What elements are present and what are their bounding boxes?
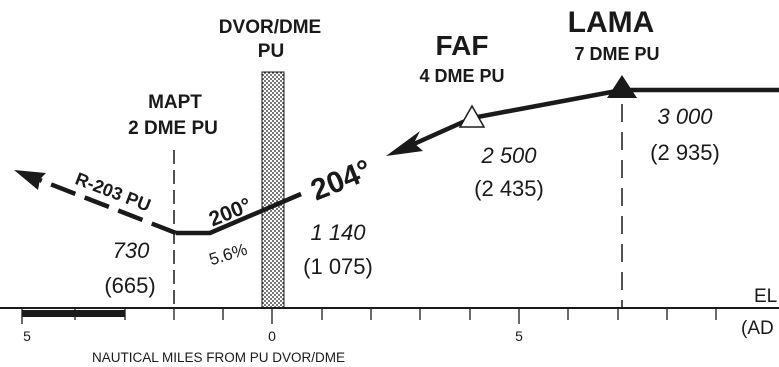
lama-filled-triangle-icon — [607, 75, 637, 98]
faf-label: FAF — [436, 30, 489, 61]
missed-approach-track — [31, 174, 177, 236]
scale-bar-filled — [22, 310, 125, 317]
elevation-value: (AD — [741, 318, 774, 339]
faf-height: (2 435) — [474, 176, 544, 201]
stepdown-altitude: 1 140 — [310, 220, 366, 245]
lama-label: LAMA — [568, 6, 655, 39]
missed-track-label: R-203 PU — [73, 169, 154, 216]
lama-height: (2 935) — [650, 140, 720, 165]
elevation-label: EL — [754, 286, 777, 307]
final-segment — [176, 191, 302, 236]
missed-approach-arrowhead — [14, 170, 46, 190]
mapt-height: (665) — [104, 273, 155, 298]
scale-ticks — [21, 308, 717, 324]
faf-open-triangle-icon — [458, 104, 486, 128]
gradient-label: 5.6% — [207, 240, 250, 269]
mapt-distance: 2 DME PU — [128, 118, 218, 139]
lama-altitude: 3 000 — [657, 104, 713, 129]
scale-tick-label-left: 5 — [23, 328, 31, 344]
mapt-label: MAPT — [148, 92, 202, 113]
final-track-label: 204° — [306, 154, 376, 208]
scale-tick-label-right: 5 — [515, 328, 523, 344]
dvor-stipple-band — [261, 71, 285, 309]
mapt-altitude: 730 — [113, 238, 150, 263]
lama-distance: 7 DME PU — [574, 44, 659, 64]
descent-arrowhead — [386, 131, 423, 156]
scale-tick-label-zero: 0 — [268, 328, 276, 344]
scale-caption: NAUTICAL MILES FROM PU DVOR/DME — [92, 350, 345, 365]
stepdown-height: (1 075) — [303, 254, 373, 279]
descent-profile — [395, 87, 779, 155]
dvor-label-line1: DVOR/DME — [219, 17, 321, 38]
faf-distance: 4 DME PU — [419, 66, 504, 86]
faf-altitude: 2 500 — [480, 143, 537, 168]
dvor-label-line2: PU — [258, 41, 284, 62]
